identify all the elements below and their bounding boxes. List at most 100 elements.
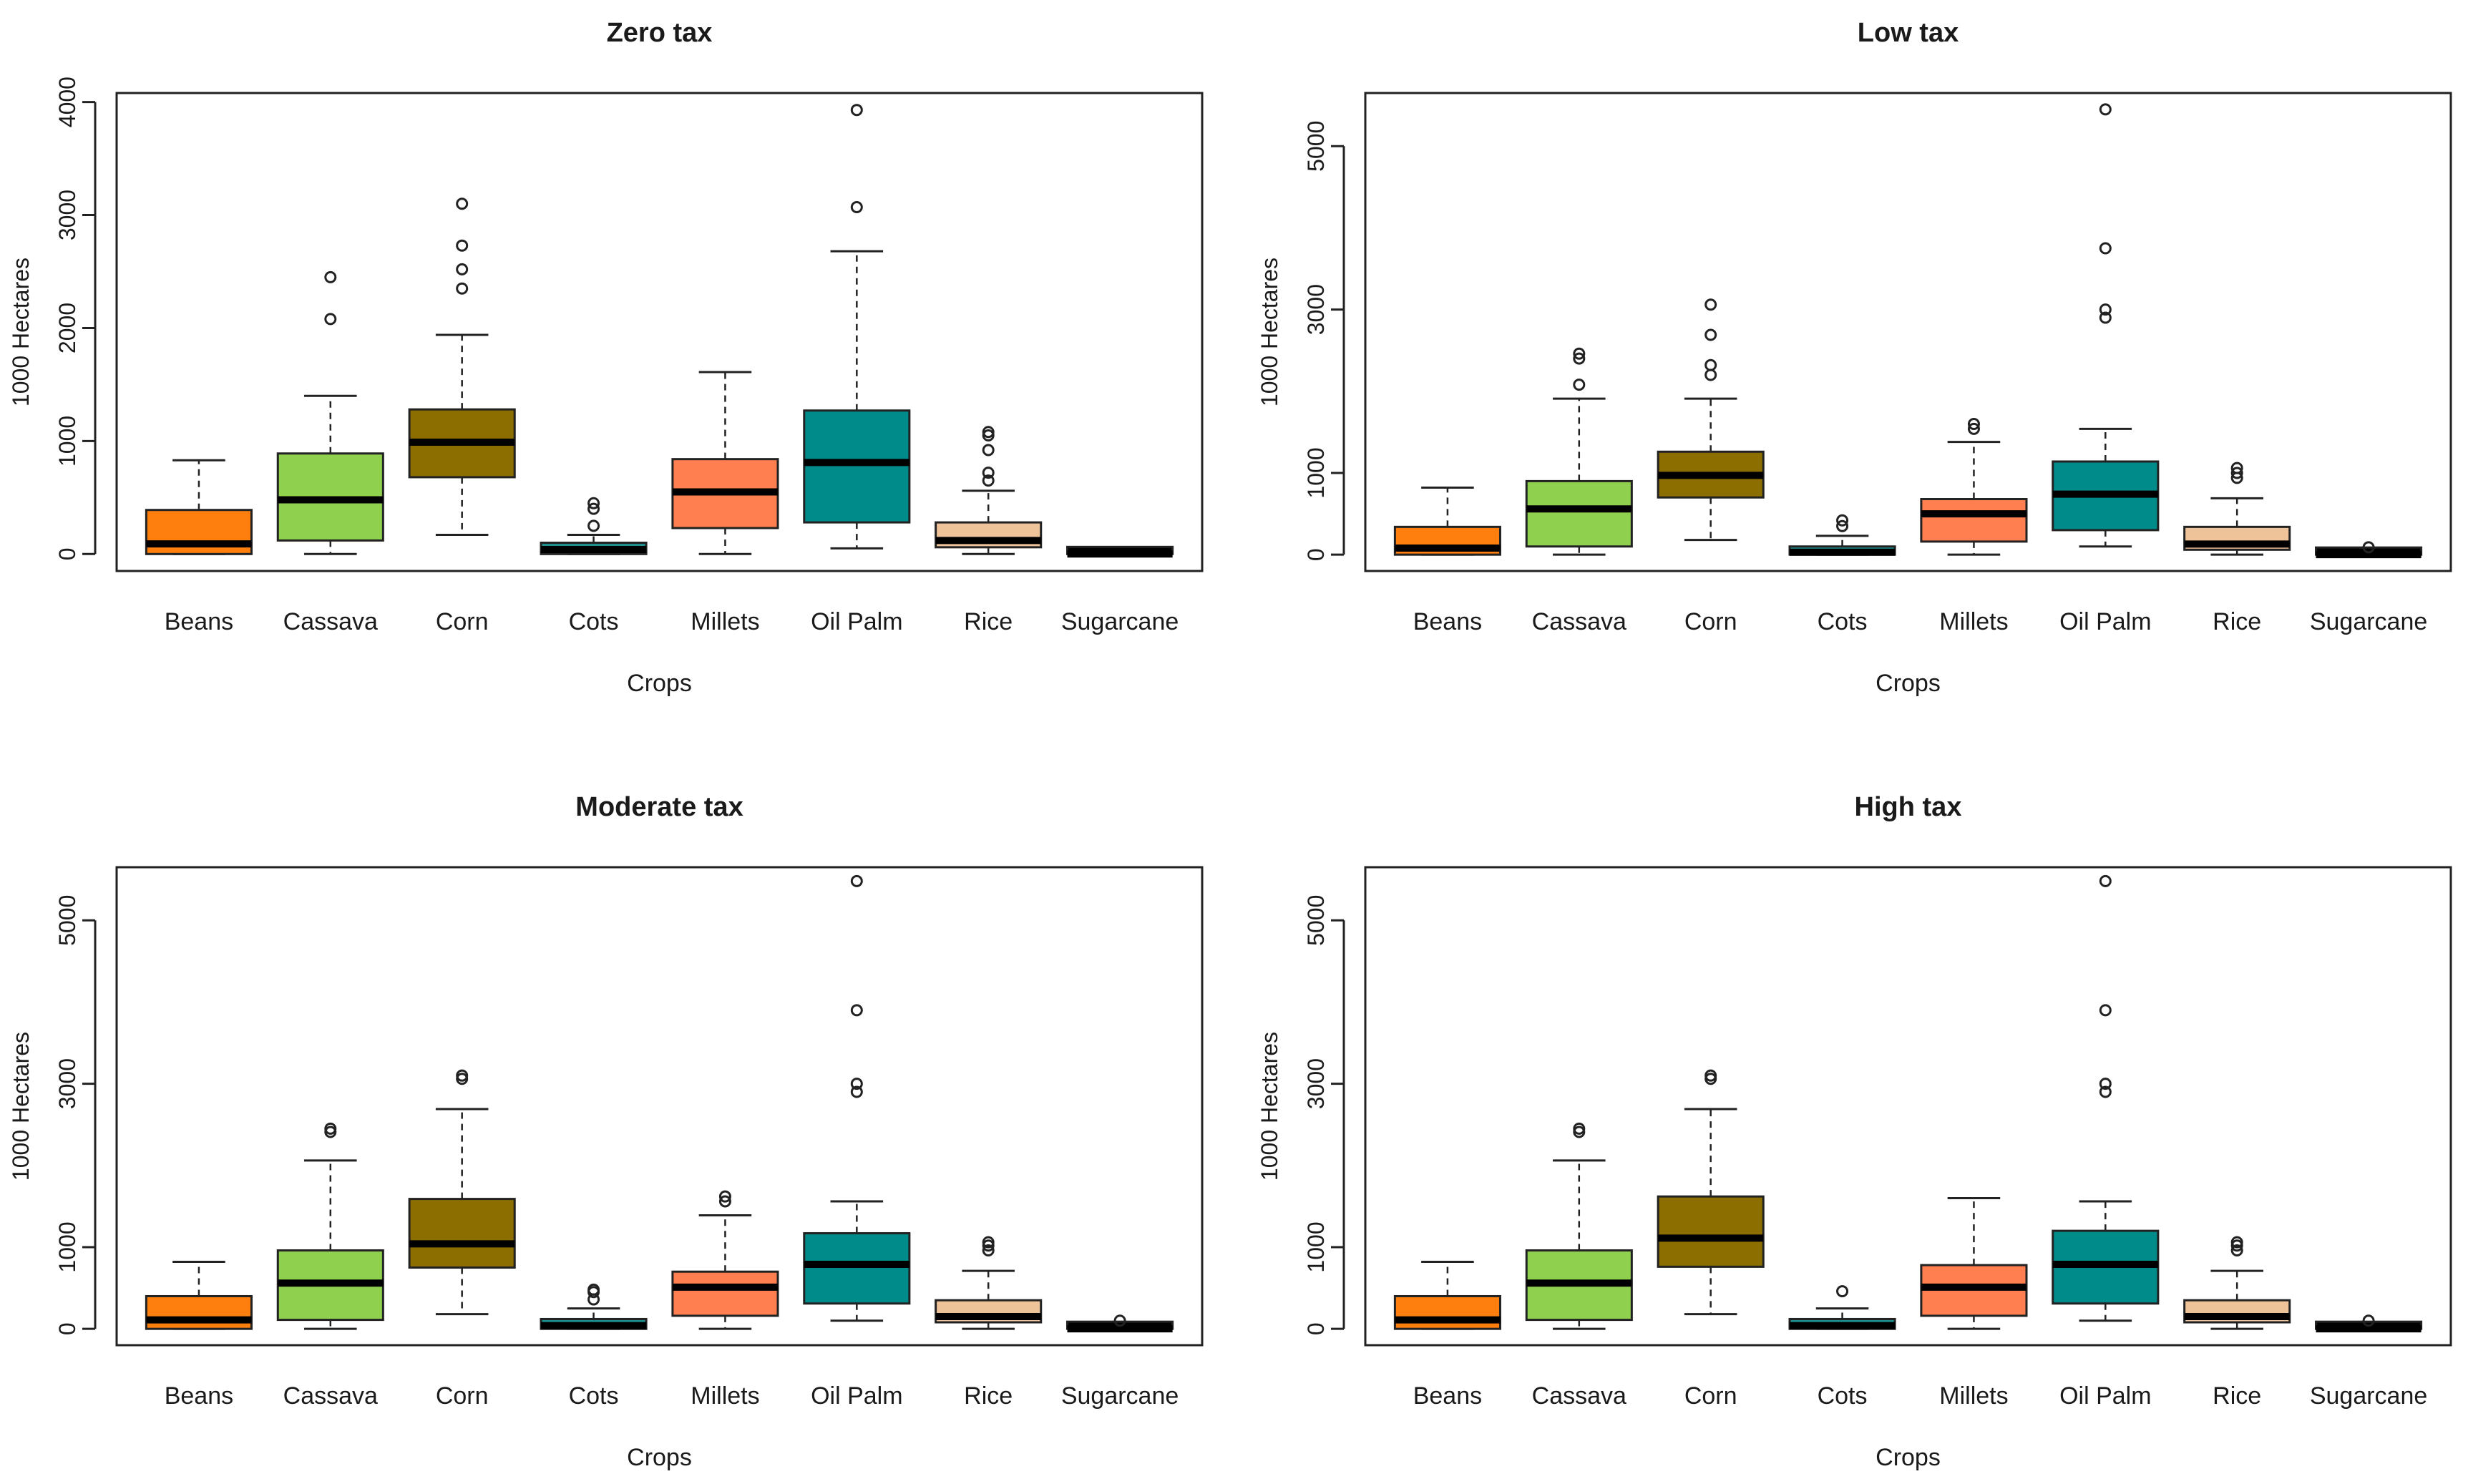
box-sugarcane	[2315, 1314, 2423, 1333]
outlier-point	[982, 426, 995, 439]
outlier-point	[1704, 368, 1717, 381]
outlier-point	[850, 200, 863, 213]
category-label: Beans	[165, 1382, 233, 1410]
category-label: Cots	[569, 608, 619, 635]
y-tick-label: 3000	[54, 190, 80, 240]
category-label: Rice	[964, 1382, 1013, 1410]
category-label: Rice	[2213, 608, 2261, 635]
category-label: Sugarcane	[1061, 608, 1179, 635]
outlier-point	[982, 474, 995, 487]
outlier-point	[982, 444, 995, 457]
plot-frame	[1364, 92, 2452, 572]
box-beans	[1393, 1261, 1501, 1330]
box-cots	[1788, 514, 1896, 556]
category-label: Oil Palm	[2059, 1382, 2151, 1410]
outlier-point	[1704, 1069, 1717, 1082]
iqr-box	[803, 409, 911, 524]
box-oil-palm	[2052, 874, 2160, 1322]
category-label: Beans	[1413, 608, 1482, 635]
chart-title: High tax	[1855, 792, 1962, 822]
iqr-box	[1657, 1195, 1765, 1268]
y-tick-label: 0	[54, 547, 80, 560]
category-label: Millets	[691, 1382, 759, 1410]
y-axis-label: 1000 Hectares	[1257, 1032, 1282, 1181]
outlier-point	[1836, 1285, 1849, 1298]
panel-low-tax: Low tax Crops 1000 Hectares 0 1000 3000 5000 Be…	[1257, 18, 2452, 697]
category-label: Corn	[436, 1382, 489, 1410]
iqr-box	[1525, 479, 1633, 548]
box-sugarcane	[2315, 541, 2423, 559]
y-tick-label: 1000	[1303, 1221, 1329, 1272]
outlier-point	[1573, 379, 1586, 391]
box-beans	[145, 1261, 253, 1330]
category-label: Millets	[1939, 1382, 2008, 1410]
box-rice	[935, 426, 1043, 555]
outlier-point	[1573, 352, 1586, 365]
y-tick-label: 5000	[54, 895, 80, 946]
outlier-point	[2362, 541, 2375, 554]
y-axis-label: 1000 Hectares	[1257, 258, 1282, 406]
box-cassava	[1525, 347, 1633, 556]
category-label: Beans	[165, 608, 233, 635]
box-millets	[671, 1190, 779, 1330]
box-sugarcane	[1066, 545, 1174, 558]
iqr-box	[145, 1294, 253, 1330]
outlier-point	[587, 519, 600, 532]
outlier-point	[587, 497, 600, 509]
outlier-point	[718, 1190, 731, 1203]
category-label: Cots	[1818, 608, 1868, 635]
y-tick-label: 1000	[1303, 447, 1329, 498]
outlier-point	[2099, 242, 2112, 255]
y-axis-label: 1000 Hectares	[8, 258, 34, 406]
outlier-point	[324, 1122, 337, 1135]
x-axis-label: Crops	[1876, 1444, 1941, 1471]
y-tick-label: 3000	[1303, 284, 1329, 335]
category-label: Sugarcane	[2310, 608, 2427, 635]
box-cassava	[276, 1122, 384, 1330]
box-oil-palm	[803, 104, 911, 550]
y-tick-label: 3000	[1303, 1058, 1329, 1109]
category-label: Corn	[1684, 1382, 1737, 1410]
category-label: Oil Palm	[811, 1382, 902, 1410]
category-label: Corn	[1684, 608, 1737, 635]
outlier-point	[1967, 422, 1980, 435]
y-axis-label: 1000 Hectares	[8, 1032, 34, 1181]
outlier-point	[2230, 1236, 2243, 1249]
box-corn	[408, 197, 516, 536]
box-millets	[671, 371, 779, 555]
category-label: Oil Palm	[2059, 608, 2151, 635]
outlier-point	[2099, 1085, 2112, 1098]
y-tick-label: 1000	[54, 1221, 80, 1272]
box-cots	[540, 1283, 648, 1330]
category-label: Cassava	[1532, 1382, 1626, 1410]
outlier-point	[1704, 328, 1717, 341]
outlier-point	[1704, 358, 1717, 371]
outlier-point	[456, 1069, 469, 1082]
outlier-point	[718, 1195, 731, 1208]
outlier-point	[850, 104, 863, 117]
panel-high-tax: High tax Crops 1000 Hectares 0 1000 3000 5000 B…	[1257, 792, 2452, 1471]
category-label: Cots	[1818, 1382, 1868, 1410]
outlier-point	[1967, 417, 1980, 430]
box-cots	[540, 497, 648, 555]
outlier-point	[324, 313, 337, 326]
outlier-point	[850, 874, 863, 887]
category-label: Oil Palm	[811, 608, 902, 635]
outlier-point	[1573, 347, 1586, 360]
y-tick-label: 5000	[1303, 895, 1329, 946]
category-label: Corn	[436, 608, 489, 635]
category-label: Cots	[569, 1382, 619, 1410]
box-beans	[145, 459, 253, 555]
y-tick-label: 5000	[1303, 121, 1329, 172]
outlier-point	[982, 1244, 995, 1257]
iqr-box	[1393, 1294, 1501, 1330]
outlier-point	[587, 1283, 600, 1296]
outlier-point	[982, 467, 995, 479]
category-label: Cassava	[283, 608, 378, 635]
y-tick-label: 0	[1303, 1322, 1329, 1335]
outlier-point	[2230, 467, 2243, 479]
outlier-point	[456, 197, 469, 210]
outlier-point	[2230, 462, 2243, 474]
box-sugarcane	[1066, 1314, 1174, 1333]
